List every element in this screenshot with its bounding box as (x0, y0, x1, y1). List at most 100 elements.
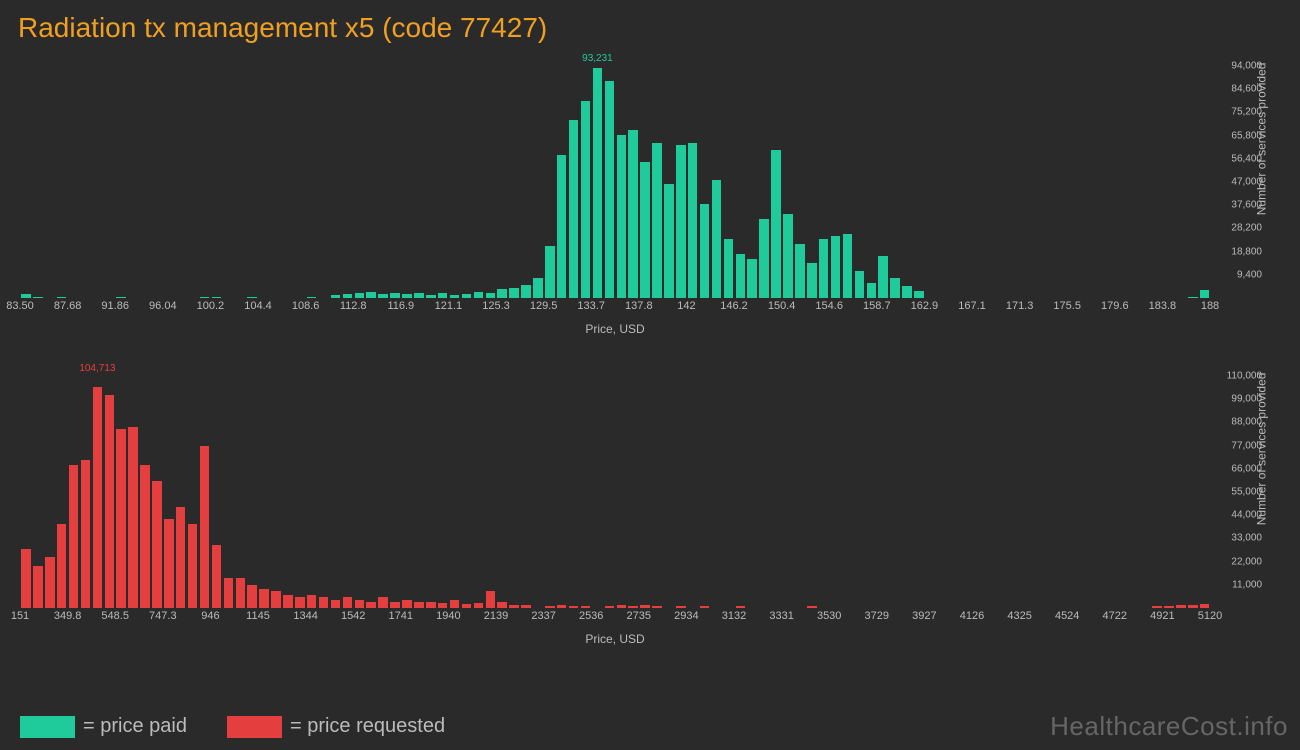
bar-slot (568, 376, 580, 608)
bar-slot (508, 376, 520, 608)
legend-label-paid: = price paid (83, 715, 187, 738)
histogram-bar (581, 606, 591, 608)
histogram-bar (700, 204, 710, 298)
bar-slot (984, 376, 996, 608)
histogram-bar (1200, 290, 1210, 298)
bar-slot (330, 376, 342, 608)
bar-slot (532, 376, 544, 608)
histogram-bar (652, 143, 662, 298)
bar-slot (437, 66, 449, 298)
bar-slot (306, 66, 318, 298)
bar-slot (865, 66, 877, 298)
bar-slot (770, 66, 782, 298)
x-tick-label: 3530 (817, 610, 841, 622)
bar-slot (115, 376, 127, 608)
x-tick-label: 3331 (769, 610, 793, 622)
histogram-bar (33, 566, 43, 608)
bar-slot (949, 66, 961, 298)
histogram-bar (212, 545, 222, 608)
bar-slot (127, 376, 139, 608)
bar-slot (234, 376, 246, 608)
bar-slot (842, 66, 854, 298)
bar-slot (758, 376, 770, 608)
histogram-bar (21, 549, 31, 608)
histogram-bar (236, 578, 246, 608)
bar-slot (1199, 376, 1211, 608)
bar-slot (1080, 66, 1092, 298)
histogram-bar (81, 460, 91, 608)
bar-slot (1163, 376, 1175, 608)
bar-slot (80, 376, 92, 608)
bar-slot (889, 66, 901, 298)
bar-slot (139, 66, 151, 298)
histogram-bar (200, 446, 210, 608)
bar-slot (270, 376, 282, 608)
histogram-bar (116, 297, 126, 298)
bar-slot (782, 66, 794, 298)
bar-slot (782, 376, 794, 608)
histogram-bar (366, 602, 376, 608)
bar-slot (270, 66, 282, 298)
histogram-bar (331, 295, 341, 298)
bar-slot (389, 66, 401, 298)
histogram-bar (283, 595, 293, 608)
x-tick-label: 183.8 (1149, 300, 1177, 312)
y-axis-label-requested: Number of services provided (1255, 373, 1269, 526)
histogram-bar (343, 597, 353, 608)
histogram-bar (474, 292, 484, 298)
histogram-bar (355, 293, 365, 298)
bar-slot (722, 66, 734, 298)
bar-slot (449, 376, 461, 608)
bar-slot (770, 376, 782, 608)
bar-slot (425, 66, 437, 298)
bar-slot (913, 66, 925, 298)
histogram-bar (807, 606, 817, 608)
x-tick-label: 108.6 (292, 300, 320, 312)
bar-slot (472, 376, 484, 608)
x-tick-label: 3927 (912, 610, 936, 622)
histogram-bar (676, 145, 686, 298)
bar-slot (199, 376, 211, 608)
histogram-bar (414, 602, 424, 608)
bar-slot (330, 66, 342, 298)
histogram-bar (736, 254, 746, 298)
histogram-bar (414, 293, 424, 298)
x-tick-label: 116.9 (387, 300, 414, 312)
x-tick-label: 2735 (627, 610, 651, 622)
bar-slot (496, 66, 508, 298)
x-tick-label: 83.50 (6, 300, 34, 312)
bar-slot (746, 66, 758, 298)
bar-slot (830, 66, 842, 298)
histogram-bar (783, 214, 793, 298)
bar-slot (222, 376, 234, 608)
bar-slot (889, 376, 901, 608)
x-tick-label: 2536 (579, 610, 603, 622)
bar-slot (246, 66, 258, 298)
histogram-bar (688, 143, 698, 298)
bar-slot (830, 376, 842, 608)
histogram-bar (569, 120, 579, 298)
histogram-bar (331, 600, 341, 608)
bar-slot (80, 66, 92, 298)
histogram-bar (640, 162, 650, 298)
histogram-bar (557, 155, 567, 298)
histogram-bar (438, 603, 448, 608)
bar-slot (853, 376, 865, 608)
watermark: HealthcareCost.info (1050, 711, 1288, 742)
bar-slot (449, 66, 461, 298)
bar-slot (639, 376, 651, 608)
histogram-bar (509, 288, 519, 298)
bar-slot (377, 66, 389, 298)
x-axis-label-requested: Price, USD (20, 632, 1210, 646)
histogram-bar (462, 294, 472, 298)
bar-slot (746, 376, 758, 608)
bar-slot (413, 66, 425, 298)
bar-slot (603, 66, 615, 298)
bar-slot (68, 66, 80, 298)
bar-slot (592, 376, 604, 608)
histogram-bar (224, 578, 234, 608)
bar-slot (258, 66, 270, 298)
histogram-bar (914, 291, 924, 298)
y-axis-label-paid: Number of services provided (1255, 63, 1269, 216)
bar-slot (211, 376, 223, 608)
